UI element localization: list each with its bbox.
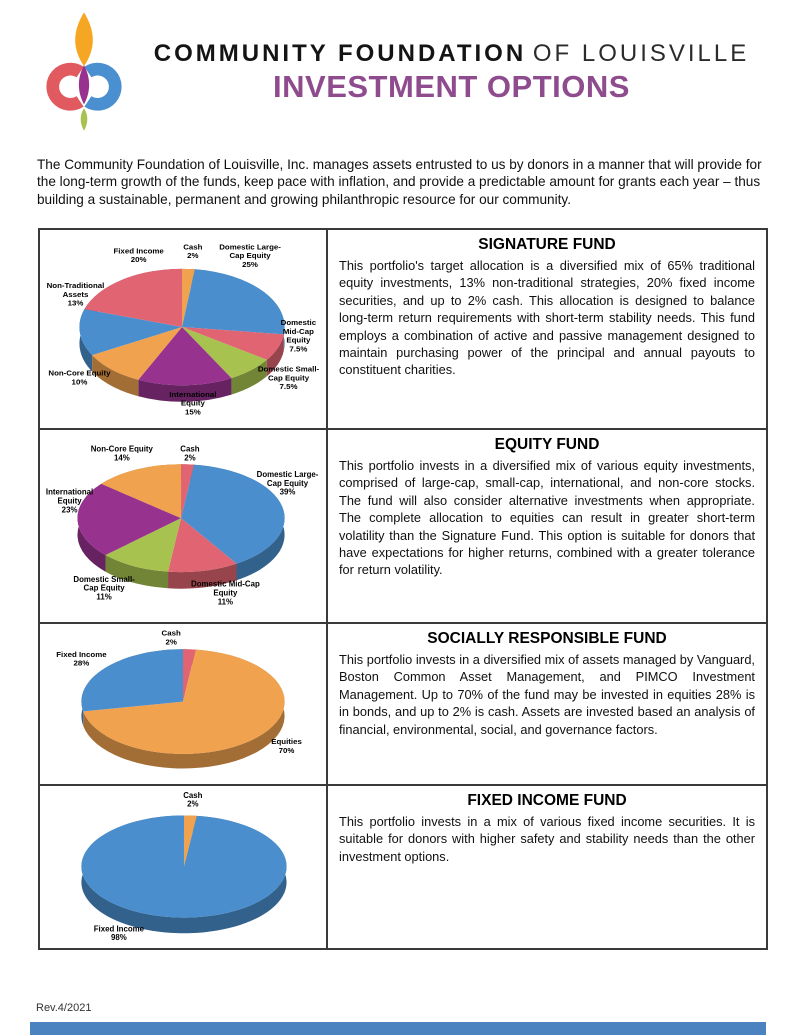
- svg-text:Cash: Cash: [180, 445, 199, 454]
- funds-table: Cash 2% Domestic Large- Cap Equity 25% Domest…: [38, 228, 768, 950]
- fund-name-heading: SIGNATURE FUND: [478, 236, 616, 253]
- svg-text:14%: 14%: [114, 453, 130, 462]
- svg-text:International: International: [169, 390, 216, 399]
- svg-text:Domestic Large-: Domestic Large-: [219, 242, 281, 251]
- svg-text:13%: 13%: [68, 299, 84, 308]
- equity-fund-text-cell: EQUITY FUND This portfolio invests in a …: [328, 430, 766, 624]
- svg-text:Mid-Cap: Mid-Cap: [283, 327, 314, 336]
- revision-label: Rev.4/2021: [36, 1002, 92, 1014]
- svg-text:Domestic Large-: Domestic Large-: [257, 470, 319, 479]
- svg-text:Cap Equity: Cap Equity: [268, 373, 310, 382]
- signature-fund-text-cell: SIGNATURE FUND This portfolio's target a…: [328, 230, 766, 430]
- svg-text:25%: 25%: [242, 260, 258, 269]
- svg-text:Assets: Assets: [63, 290, 89, 299]
- svg-text:Non-Core Equity: Non-Core Equity: [48, 369, 111, 378]
- svg-text:2%: 2%: [187, 800, 198, 809]
- svg-text:Equity: Equity: [213, 589, 238, 598]
- fund-description: This portfolio's target allocation is a …: [339, 258, 755, 378]
- svg-text:23%: 23%: [62, 505, 78, 514]
- fund-description: This portfolio invests in a diversified …: [339, 652, 755, 737]
- svg-text:Equities: Equities: [271, 737, 302, 746]
- svg-text:Domestic Mid-Cap: Domestic Mid-Cap: [191, 580, 260, 589]
- fund-description: This portfolio invests in a mix of vario…: [339, 814, 755, 864]
- page-header: COMMUNITY FOUNDATION OF LOUISVILLE INVES…: [38, 8, 770, 150]
- svg-text:Cash: Cash: [183, 242, 202, 251]
- svg-text:11%: 11%: [218, 597, 233, 606]
- svg-text:2%: 2%: [187, 251, 198, 260]
- fund-name-heading: SOCIALLY RESPONSIBLE FUND: [427, 630, 667, 647]
- svg-text:Equity: Equity: [286, 336, 311, 345]
- fund-name-heading: EQUITY FUND: [494, 436, 600, 453]
- svg-text:7.5%: 7.5%: [280, 382, 298, 391]
- svg-text:Cash: Cash: [162, 629, 181, 638]
- svg-text:Domestic: Domestic: [281, 318, 317, 327]
- svg-text:70%: 70%: [279, 746, 295, 755]
- svg-text:Equity: Equity: [58, 496, 83, 505]
- fund-description: This portfolio invests in a diversified …: [339, 458, 755, 578]
- svg-text:11%: 11%: [96, 592, 111, 601]
- brand-line: COMMUNITY FOUNDATION OF LOUISVILLE: [133, 40, 770, 68]
- signature-fund-chart-cell: Cash 2% Domestic Large- Cap Equity 25% Domest…: [40, 230, 328, 430]
- svg-text:Non-Core Equity: Non-Core Equity: [91, 445, 154, 454]
- equity-fund-chart-cell: Cash 2% Domestic Large- Cap Equity 39% Domest…: [40, 430, 328, 624]
- page-title: INVESTMENT OPTIONS: [273, 69, 630, 104]
- svg-text:Fixed Income: Fixed Income: [94, 924, 145, 933]
- fixed-income-fund-chart-cell: Cash 2% Fixed Income 98%: [40, 786, 328, 948]
- svg-text:Cap Equity: Cap Equity: [229, 251, 271, 260]
- svg-text:98%: 98%: [111, 933, 127, 942]
- svg-text:Domestic Small-: Domestic Small-: [258, 365, 320, 374]
- svg-text:39%: 39%: [280, 488, 296, 497]
- svg-text:Equity: Equity: [181, 399, 206, 408]
- fixed-income-fund-text-cell: FIXED INCOME FUND This portfolio invests…: [328, 786, 766, 948]
- svg-text:International: International: [46, 488, 93, 497]
- svg-text:10%: 10%: [72, 377, 88, 386]
- fleur-de-lis-logo-icon: [46, 12, 122, 131]
- socially-responsible-fund-text-cell: SOCIALLY RESPONSIBLE FUND This portfolio…: [328, 624, 766, 786]
- svg-text:2%: 2%: [184, 453, 195, 462]
- svg-text:Non-Traditional: Non-Traditional: [47, 281, 105, 290]
- svg-text:20%: 20%: [131, 255, 147, 264]
- svg-text:28%: 28%: [74, 659, 90, 668]
- svg-text:Fixed Income: Fixed Income: [113, 246, 164, 255]
- svg-text:Domestic Small-: Domestic Small-: [73, 575, 135, 584]
- svg-text:15%: 15%: [185, 407, 201, 416]
- svg-text:2%: 2%: [165, 637, 176, 646]
- svg-text:7.5%: 7.5%: [289, 344, 307, 353]
- svg-text:Cap Equity: Cap Equity: [267, 479, 309, 488]
- bottom-blue-bar: [30, 1022, 766, 1035]
- svg-text:Fixed Income: Fixed Income: [56, 650, 107, 659]
- title-block: COMMUNITY FOUNDATION OF LOUISVILLE INVES…: [133, 40, 770, 105]
- svg-text:Cash: Cash: [183, 791, 202, 800]
- fund-name-heading: FIXED INCOME FUND: [467, 792, 627, 809]
- svg-text:Cap Equity: Cap Equity: [84, 584, 126, 593]
- intro-paragraph: The Community Foundation of Louisville, …: [37, 157, 762, 207]
- brand-name: COMMUNITY FOUNDATION: [153, 40, 527, 67]
- brand-suffix: OF LOUISVILLE: [532, 40, 750, 67]
- socially-responsible-fund-chart-cell: Cash 2% Equities 70% Fixed Income 28%: [40, 624, 328, 786]
